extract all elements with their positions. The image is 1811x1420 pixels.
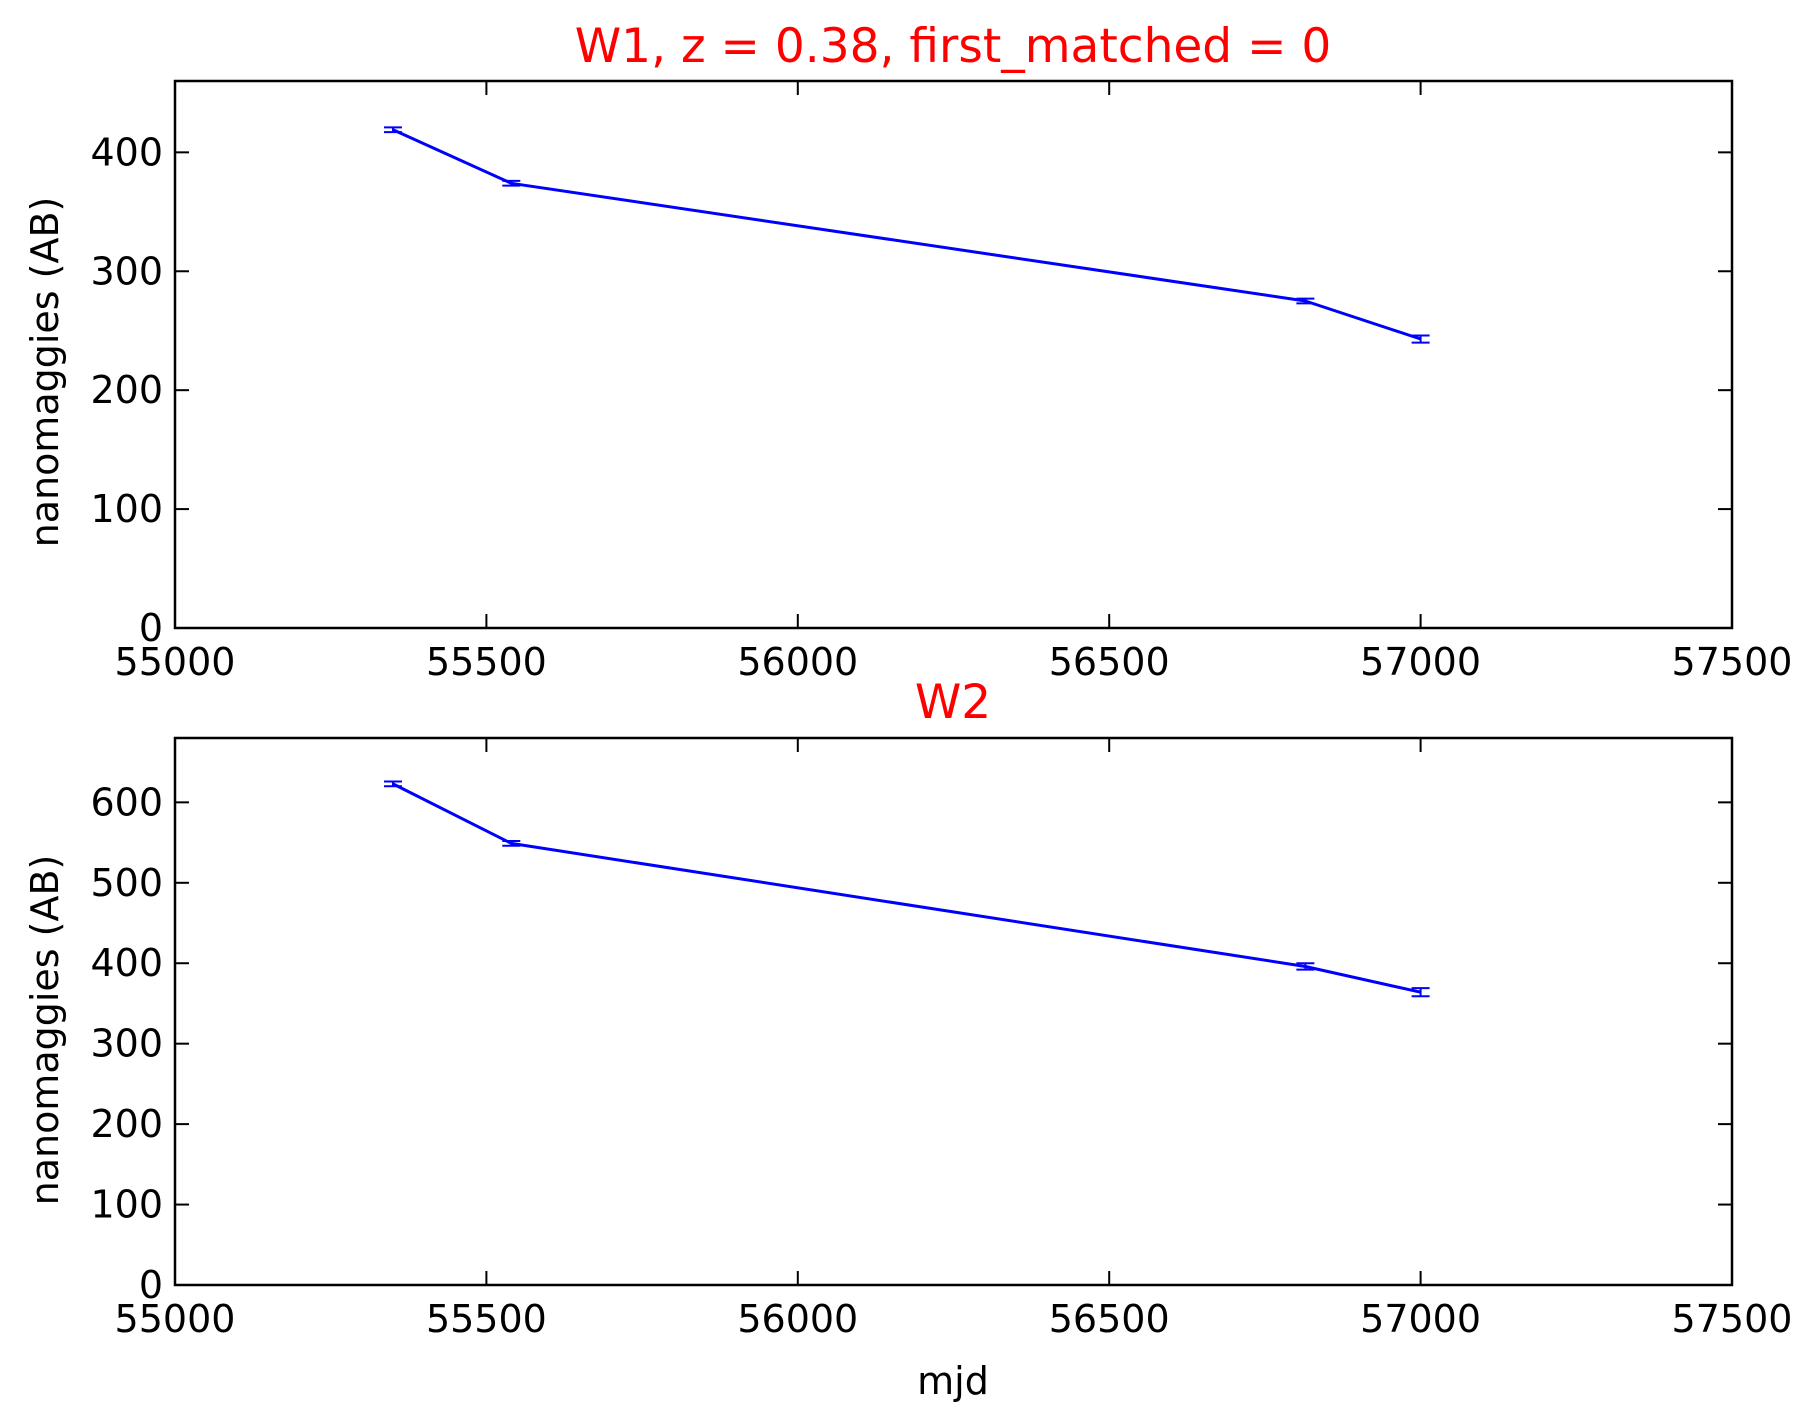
w1-y-tick-label: 300 — [90, 249, 163, 293]
w1-y-tick-label: 0 — [139, 606, 163, 650]
w1-x-tick-label: 56500 — [1049, 640, 1170, 684]
w1-x-tick-label: 55000 — [115, 640, 236, 684]
w1-data-point — [1296, 297, 1315, 305]
w1-axes-frame — [173, 79, 1734, 630]
w2-y-tick-label: 400 — [90, 941, 163, 985]
w2-panel: W2 nanomaggies (AB) mjd 55000 55500 56000 5… — [23, 675, 1792, 1403]
w1-x-tick-label: 57000 — [1360, 640, 1481, 684]
w2-data-point — [502, 839, 521, 847]
w1-data-point — [502, 179, 521, 187]
w1-y-tick-label: 200 — [90, 368, 163, 412]
w1-title: W1, z = 0.38, first_matched = 0 — [575, 19, 1332, 74]
w2-data-point — [1411, 987, 1430, 998]
w2-series-line — [392, 782, 1421, 994]
w2-axes-frame — [173, 736, 1734, 1287]
w2-y-tick-label: 300 — [90, 1022, 163, 1066]
w1-panel: W1, z = 0.38, first_matched = 0 nanomagg… — [23, 19, 1792, 684]
w2-y-axis-label: nanomaggies (AB) — [23, 855, 67, 1206]
w2-title: W2 — [915, 675, 991, 730]
w1-y-axis-label: nanomaggies (AB) — [23, 197, 67, 548]
w2-x-axis-label: mjd — [917, 1359, 989, 1403]
w1-x-tick-label: 55500 — [426, 640, 547, 684]
w2-data-point — [1296, 962, 1315, 971]
w2-x-tick-label: 56000 — [737, 1297, 858, 1341]
w1-y-tick-label: 100 — [90, 487, 163, 531]
w2-data-point — [383, 780, 402, 788]
w2-x-tick-label: 57000 — [1360, 1297, 1481, 1341]
w2-y-tick-label: 200 — [90, 1102, 163, 1146]
w1-y-tick-label: 400 — [90, 130, 163, 174]
w2-x-tick-label: 55500 — [426, 1297, 547, 1341]
w2-x-tick-label: 56500 — [1049, 1297, 1170, 1341]
w1-data-point — [1411, 334, 1430, 344]
w1-data-point — [383, 126, 402, 134]
w2-y-tick-label: 500 — [90, 861, 163, 905]
w2-y-tick-label: 100 — [90, 1183, 163, 1227]
w2-x-tick-label: 55000 — [115, 1297, 236, 1341]
w2-y-tick-label: 600 — [90, 780, 163, 824]
w1-plot-area: 55000 55500 56000 56500 57000 57500 0 100 200 300… — [90, 79, 1793, 684]
w1-x-tick-label: 56000 — [737, 640, 858, 684]
w1-series-line — [392, 128, 1422, 341]
w2-y-tick-label: 0 — [139, 1263, 163, 1307]
w2-x-tick-label: 57500 — [1672, 1297, 1793, 1341]
w1-x-tick-label: 57500 — [1672, 640, 1793, 684]
w2-plot-area: 55000 55500 56000 56500 57000 57500 0 100 200 300… — [90, 736, 1793, 1341]
